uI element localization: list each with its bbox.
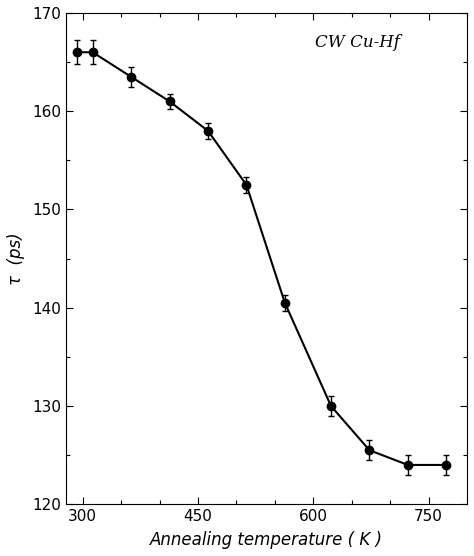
Y-axis label: τ  (ps): τ (ps) [7, 232, 25, 285]
Text: CW Cu-Hf: CW Cu-Hf [315, 34, 400, 51]
X-axis label: Annealing temperature ( K ): Annealing temperature ( K ) [150, 531, 383, 549]
